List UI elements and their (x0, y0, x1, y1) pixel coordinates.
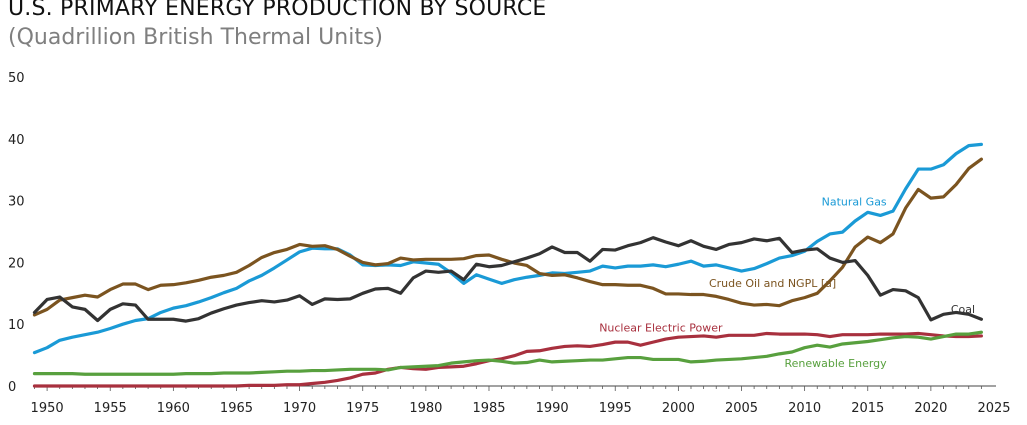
series-label: Nuclear Electric Power (599, 322, 723, 335)
series-line-coal (32, 236, 983, 323)
series-label: Crude Oil and NGPL [a] (709, 277, 836, 290)
series-labels: Natural Gas Crude Oil and NGPL [a] Coal Nuc… (599, 196, 975, 370)
x-tick-label: 1995 (599, 401, 632, 416)
y-tick-label: 50 (8, 71, 25, 86)
y-tick-label: 20 (8, 256, 25, 271)
x-tick-label: 1950 (31, 401, 64, 416)
x-tick-label: 2010 (788, 401, 821, 416)
x-tick-label: 1975 (346, 401, 379, 416)
chart-title: U.S. PRIMARY ENERGY PRODUCTION BY SOURCE (8, 0, 547, 21)
x-tick-label: 1955 (94, 401, 127, 416)
y-tick-label: 0 (8, 380, 16, 395)
series-line-natural-gas (32, 142, 983, 355)
series-line-crude-oil-and-ngpl-a (32, 157, 983, 317)
y-tick-label: 10 (8, 318, 25, 333)
x-tick-label: 1970 (283, 401, 316, 416)
x-axis: 1950 1955 1960 1965 1970 1975 1980 1985 1990 1995… (31, 385, 1011, 416)
series-label: Renewable Energy (784, 357, 887, 370)
y-tick-label: 30 (8, 195, 25, 210)
x-tick-label: 2020 (914, 401, 947, 416)
series-line-renewable-energy (32, 330, 983, 376)
series-label: Coal (951, 303, 975, 316)
x-tick-label: 2015 (851, 401, 884, 416)
series-line-nuclear-electric-power (32, 331, 983, 388)
chart-subtitle: (Quadrillion British Thermal Units) (8, 25, 383, 50)
x-tick-label: 1990 (536, 401, 569, 416)
x-tick-label: 1980 (409, 401, 442, 416)
series-label: Natural Gas (822, 196, 887, 209)
x-tick-label: 1985 (472, 401, 505, 416)
y-axis: 0 10 20 30 40 50 (8, 71, 25, 395)
x-tick-label: 2025 (977, 401, 1010, 416)
series-lines (32, 142, 983, 388)
x-tick-label: 1960 (157, 401, 190, 416)
y-tick-label: 40 (8, 133, 25, 148)
x-tick-label: 2005 (725, 401, 758, 416)
x-tick-label: 1965 (220, 401, 253, 416)
x-tick-label: 2000 (662, 401, 695, 416)
